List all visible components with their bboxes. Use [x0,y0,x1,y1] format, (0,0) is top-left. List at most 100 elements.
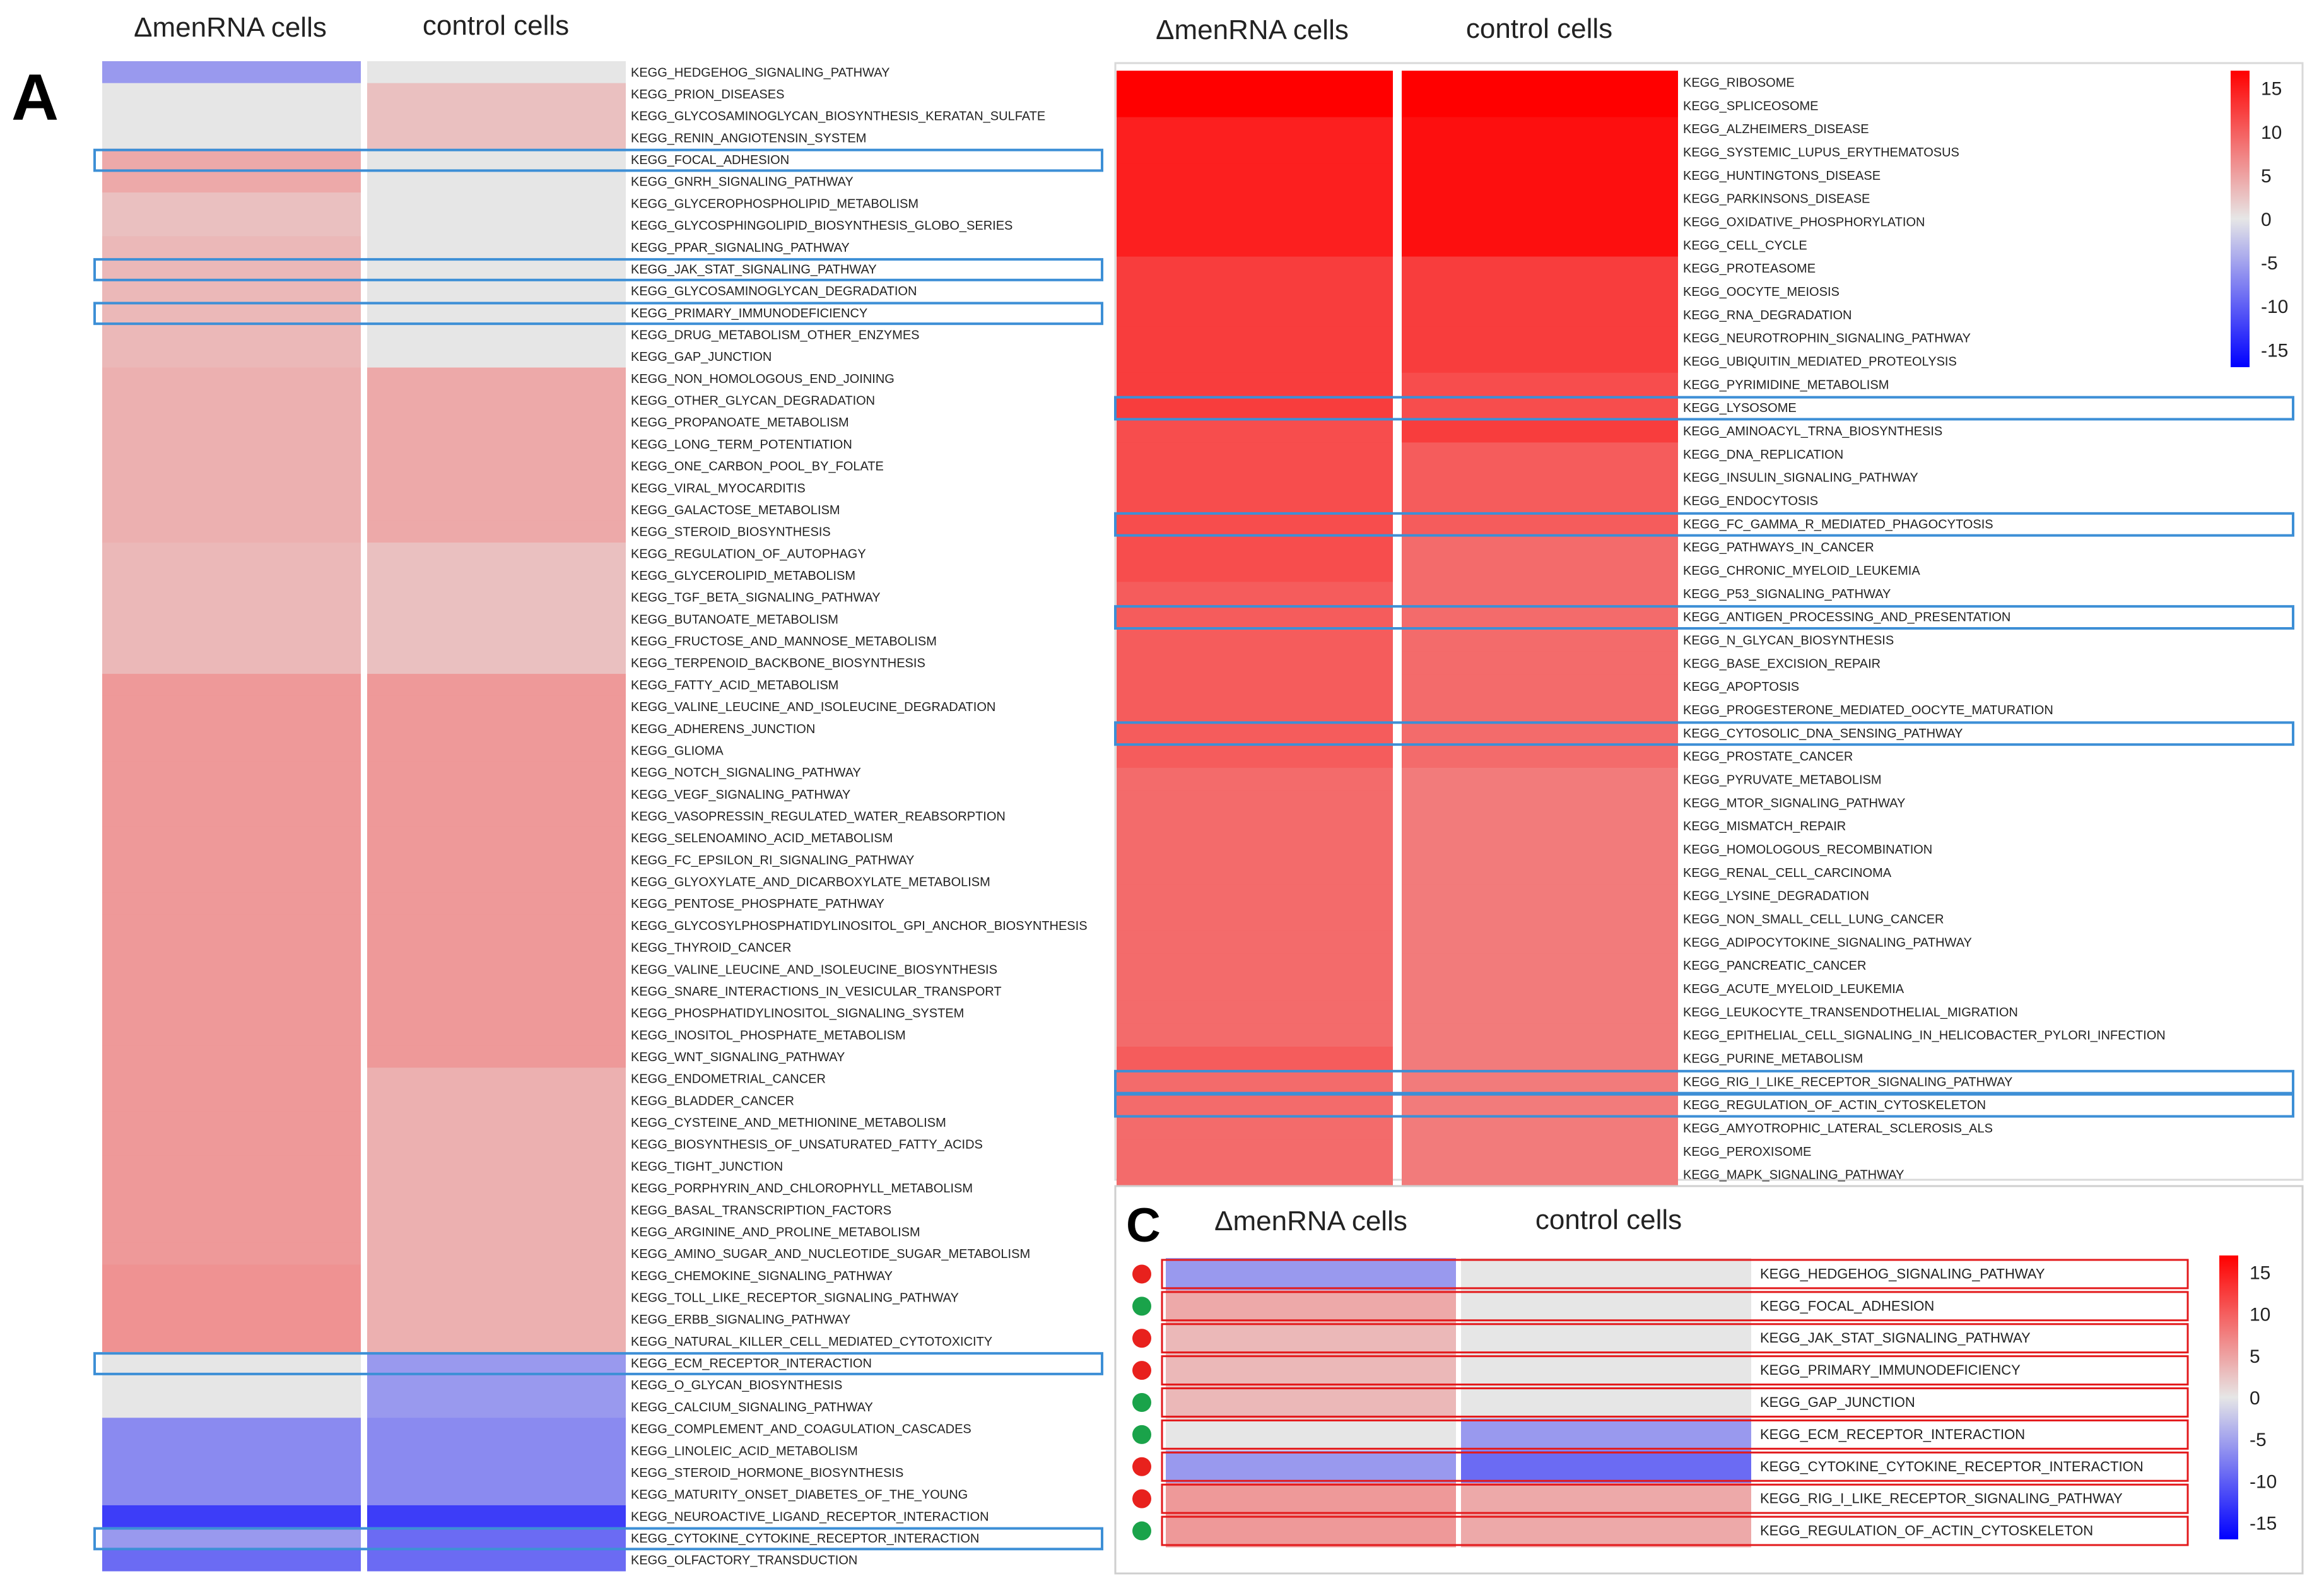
heatmap-cell [102,476,361,500]
heatmap-cell [102,564,361,587]
heatmap-cell [1117,1000,1393,1024]
heatmap-cell [102,717,361,740]
heatmap-cell [367,389,626,412]
heatmap-cell [367,1330,626,1353]
colorbar-gradient [2219,1255,2238,1539]
heatmap-cell [102,170,361,193]
heatmap-cell [367,170,626,193]
row-label: KEGG_NEUROTROPHIN_SIGNALING_PATHWAY [1683,332,1971,346]
heatmap-cell [1166,1450,1456,1483]
panel-a-heatmap-cells [102,61,626,1572]
row-label: KEGG_BLADDER_CANCER [631,1094,794,1108]
heatmap-cell [102,1045,361,1068]
heatmap-cell [102,1439,361,1462]
marker-dot [1132,1425,1151,1444]
heatmap-cell [1402,279,1678,303]
row-outline [1161,1515,2189,1546]
colorbar-tick-label: -5 [2261,253,2278,274]
row-label: KEGG_CYTOKINE_CYTOKINE_RECEPTOR_INTERACT… [631,1532,979,1546]
heatmap-cell [1461,1483,1751,1515]
heatmap-cell [1461,1354,1751,1387]
heatmap-cell [1461,1386,1751,1420]
heatmap-cell [367,1527,626,1549]
heatmap-cell [367,1023,626,1047]
heatmap-cell [367,826,626,850]
heatmap-cell [367,476,626,500]
heatmap-cell [102,586,361,609]
row-label: KEGG_RNA_DEGRADATION [1683,309,1852,322]
heatmap-cell [102,105,361,127]
heatmap-cell [102,83,361,105]
heatmap-cell [1117,1047,1393,1071]
row-label: KEGG_VASOPRESSIN_REGULATED_WATER_REABSOR… [631,810,1006,824]
row-outline [1161,1419,2189,1450]
heatmap-cell [1117,233,1393,257]
heatmap-cell [1402,1069,1678,1094]
heatmap-cell [102,936,361,959]
heatmap-cell [1117,512,1393,536]
heatmap-cell [367,1352,626,1375]
heatmap-cell [367,411,626,434]
heatmap-cell [1117,303,1393,327]
panel-b-heatmap-cells [1117,71,1678,1187]
row-label: KEGG_ECM_RECEPTOR_INTERACTION [631,1357,872,1371]
heatmap-cell [1402,535,1678,560]
heatmap-cell [367,914,626,937]
colorbar-tick-label: 15 [2250,1262,2270,1283]
row-label: KEGG_PENTOSE_PHOSPHATE_PATHWAY [631,897,884,911]
heatmap-cell [102,1067,361,1090]
heatmap-cell [1117,861,1393,885]
heatmap-cell [1117,140,1393,164]
colorbar-tick-label: -15 [2250,1514,2277,1534]
heatmap-cell [102,958,361,981]
heatmap-cell [102,1264,361,1287]
panel-b-column-header-1: ΔmenRNA cells [1156,15,1349,45]
heatmap-cell [102,783,361,806]
heatmap-cell [102,455,361,478]
heatmap-cell [367,717,626,740]
row-label: KEGG_ENDOCYTOSIS [1683,494,1818,508]
row-label: KEGG_GLYOXYLATE_AND_DICARBOXYLATE_METABO… [631,876,990,890]
row-label: KEGG_LYSOSOME [1683,401,1797,415]
colorbar-tick-label: -15 [2261,340,2288,361]
heatmap-cell [1117,163,1393,187]
heatmap-cell [367,455,626,478]
heatmap-cell [102,1199,361,1221]
row-label: KEGG_OOCYTE_MEIOSIS [1683,285,1840,299]
highlight-box [93,1352,1103,1375]
row-label: KEGG_TOLL_LIKE_RECEPTOR_SIGNALING_PATHWA… [631,1291,959,1305]
heatmap-cell [367,1461,626,1484]
heatmap-cell [102,345,361,368]
heatmap-cell [1402,884,1678,908]
heatmap-cell [102,1155,361,1178]
heatmap-cell [367,1549,626,1572]
row-label: KEGG_FC_GAMMA_R_MEDIATED_PHAGOCYTOSIS [1683,517,1993,531]
row-label: KEGG_SNARE_INTERACTIONS_IN_VESICULAR_TRA… [631,985,1002,999]
row-label: KEGG_OXIDATIVE_PHOSPHORYLATION [1683,215,1925,229]
heatmap-cell [1402,791,1678,815]
row-label: KEGG_VEGF_SIGNALING_PATHWAY [631,788,850,802]
heatmap-cell [367,520,626,543]
heatmap-cell [367,1286,626,1309]
row-label: KEGG_ADHERENS_JUNCTION [631,722,815,736]
row-label: KEGG_FRUCTOSE_AND_MANNOSE_METABOLISM [631,635,937,649]
row-label: KEGG_MISMATCH_REPAIR [1683,820,1846,833]
heatmap-cell [367,83,626,105]
marker-dot [1132,1521,1151,1541]
row-outline [1161,1259,2189,1290]
heatmap-cell [1117,489,1393,513]
row-label: KEGG_PROGESTERONE_MEDIATED_OOCYTE_MATURA… [1683,703,2053,717]
row-label: KEGG_LONG_TERM_POTENTIATION [631,438,852,452]
panel-a-row-labels: KEGG_HEDGEHOG_SIGNALING_PATHWAY KEGG_PRIO… [631,66,1088,1567]
colorbar-tick-label: 5 [2250,1346,2260,1367]
heatmap-cell [367,1133,626,1156]
heatmap-cell [1117,396,1393,420]
row-label: KEGG_WNT_SIGNALING_PATHWAY [631,1050,845,1064]
heatmap-cell [1166,1322,1456,1355]
panel-c-column-header-2: control cells [1535,1204,1682,1235]
row-label: KEGG_PYRIMIDINE_METABOLISM [1683,378,1889,392]
marker-dot [1132,1489,1151,1508]
heatmap-cell [102,367,361,390]
heatmap-cell [367,1111,626,1134]
heatmap-cell [367,652,626,674]
